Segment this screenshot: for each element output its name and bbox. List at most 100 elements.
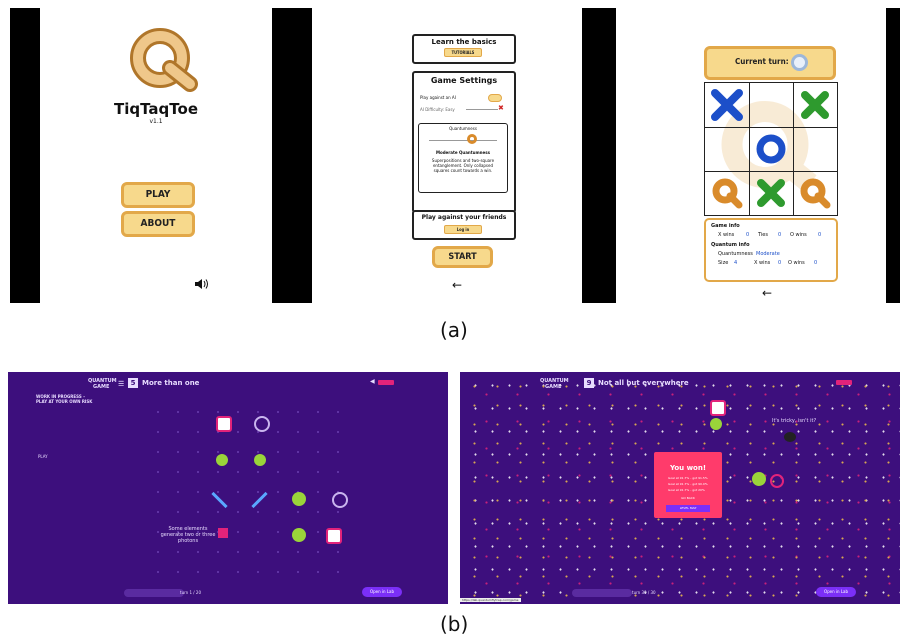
x-wins-value-2: 0 [778, 260, 782, 266]
black-bar-2 [272, 8, 312, 303]
quantumness-label: Quantumness [449, 126, 477, 131]
open-in-lab-button-right[interactable]: Open in Lab [816, 587, 856, 597]
black-bar-1 [10, 8, 40, 303]
volume-control-right[interactable] [836, 380, 852, 385]
pacman-icon[interactable] [292, 492, 306, 506]
ai-difficulty-label: AI Difficulty: Easy [420, 107, 455, 112]
source-element-icon[interactable] [218, 528, 228, 538]
settings-screen: Learn the basics TUTORIALS Game Settings… [312, 8, 582, 303]
hint-text: Some elements generate two or three phot… [160, 526, 216, 544]
qg-logo-line2-right: GAME [545, 384, 562, 390]
tutorials-button[interactable]: TUTORIALS [444, 48, 482, 57]
ai-toggle[interactable] [488, 94, 502, 102]
speaker-icon-qg[interactable]: ◀ [370, 378, 375, 385]
o-wins-value: 0 [818, 232, 822, 238]
lilypad-icon[interactable] [216, 454, 228, 466]
game-info-panel: Game info X wins 0 Ties 0 O wins 0 Quant… [704, 218, 838, 282]
detector-icon-right[interactable] [770, 474, 784, 488]
game-board [704, 82, 838, 216]
status-url: https://lab.quantumflytrap.com/game [460, 598, 521, 602]
win-dialog: You won! Goal at 91.7% - got 91.5% Goal … [654, 452, 722, 518]
cell-x-blue-icon[interactable] [709, 87, 745, 123]
goal-line-3: Goal at 91.7% - got 20% [668, 488, 705, 492]
quantum-info-title: Quantum info [711, 242, 750, 248]
ties-label: Ties [758, 232, 768, 238]
black-bar-3 [582, 8, 616, 303]
lilypad-icon-right[interactable] [710, 418, 722, 430]
playback-controls-right[interactable] [572, 589, 632, 597]
game-grid [148, 402, 348, 582]
play-button[interactable]: PLAY [121, 182, 195, 208]
cell-x-green-icon-2[interactable] [753, 175, 789, 211]
pacman-icon-right[interactable] [752, 472, 766, 486]
cell-x-green-icon[interactable] [797, 87, 833, 123]
menu-icon[interactable]: ☰ [118, 380, 125, 388]
game-back-arrow-icon[interactable]: ← [762, 286, 773, 300]
app-title: TiqTaqToe [114, 100, 198, 118]
lilypad-icon-2[interactable] [254, 454, 266, 466]
back-arrow-icon[interactable]: ← [452, 278, 463, 292]
playback-controls[interactable] [124, 589, 184, 597]
quantumness-level: Moderate Quantumness [435, 150, 491, 155]
about-button[interactable]: ABOUT [121, 211, 195, 237]
turn-counter-right: turn 30 / 30 [632, 590, 656, 595]
current-turn-label: Current turn: [735, 57, 789, 66]
friends-title: Play against your friends [421, 214, 507, 221]
quantumness-slider[interactable] [429, 140, 497, 141]
o-wins-label: O wins [790, 232, 807, 238]
app-version: v1.1 [149, 118, 163, 125]
photon-source-icon-2[interactable] [326, 528, 342, 544]
login-button[interactable]: Log in [444, 225, 482, 234]
open-in-lab-button[interactable]: Open in Lab [362, 587, 402, 597]
wip-title: WORK IN PROGRESS – PLAY AT YOUR OWN RISK [36, 394, 93, 404]
caption-b: (b) [440, 612, 469, 636]
level-map-button[interactable]: LEVEL MAP [666, 505, 710, 512]
game-info-title: Game info [711, 223, 740, 229]
play-section[interactable]: PLAY [38, 454, 48, 459]
qg-logo-line1: QUANTUM [88, 378, 117, 384]
turn-o-icon [791, 54, 808, 71]
ties-value: 0 [778, 232, 782, 238]
tiqtaqtoe-logo-icon [130, 28, 198, 92]
level-title: More than one [142, 379, 200, 387]
board-grid [705, 83, 837, 215]
pacman-icon-2[interactable] [292, 528, 306, 542]
photon-source-icon-right[interactable] [710, 400, 726, 416]
learn-basics-box: Learn the basics TUTORIALS [412, 34, 516, 64]
detector-icon[interactable] [254, 416, 270, 432]
o-wins-label-2: O wins [788, 260, 805, 266]
qg-logo-line1-right: QUANTUM [540, 378, 569, 384]
quantumness-box: Quantumness Moderate Quantumness Superpo… [418, 123, 508, 193]
cell-o-blue-icon[interactable] [753, 131, 789, 167]
quantum-game-left: QUANTUM GAME ☰ 5 More than one ◀ WORK IN… [8, 372, 448, 604]
goal-line-1: Goal at 91.7% - got 91.5% [668, 476, 708, 480]
current-turn-panel: Current turn: [704, 46, 836, 80]
goal-line-2: Goal at 91.7% - got 90.0% [668, 482, 708, 486]
photon-source-icon[interactable] [216, 416, 232, 432]
quantumness-info-label: Quantumness [718, 251, 753, 257]
ai-difficulty-slider[interactable] [466, 109, 498, 110]
size-label: Size [718, 260, 729, 266]
volume-control[interactable] [378, 380, 394, 385]
turn-counter: turn 1 / 20 [180, 590, 202, 595]
o-wins-value-2: 0 [814, 260, 818, 266]
game-screen: Current turn: Game info X wins 0 Ties 0 … [616, 8, 886, 303]
start-button[interactable]: START [432, 246, 493, 268]
go-back-button[interactable]: GO BACK [681, 496, 695, 500]
quantum-game-right: QUANTUM GAME 9 Not all but everywhere It… [460, 372, 900, 604]
caption-a: (a) [440, 318, 468, 342]
cell-q-orange-icon[interactable] [709, 175, 745, 211]
x-wins-value: 0 [746, 232, 750, 238]
cell-q-orange-icon-2[interactable] [797, 175, 833, 211]
home-screen: TiqTaqToe v1.1 PLAY ABOUT [40, 8, 272, 303]
x-wins-label: X wins [718, 232, 735, 238]
detector-icon-2[interactable] [332, 492, 348, 508]
slider-knob-icon[interactable] [467, 134, 477, 144]
speaker-icon[interactable] [194, 278, 210, 290]
x-wins-label-2: X wins [754, 260, 771, 266]
game-settings-title: Game Settings [430, 76, 498, 85]
character-icon [784, 432, 796, 442]
level-number-badge-right: 9 [584, 378, 594, 388]
play-against-ai-label: Play against an AI [420, 95, 456, 100]
tricky-text: It's tricky, isn't it? [772, 418, 817, 424]
